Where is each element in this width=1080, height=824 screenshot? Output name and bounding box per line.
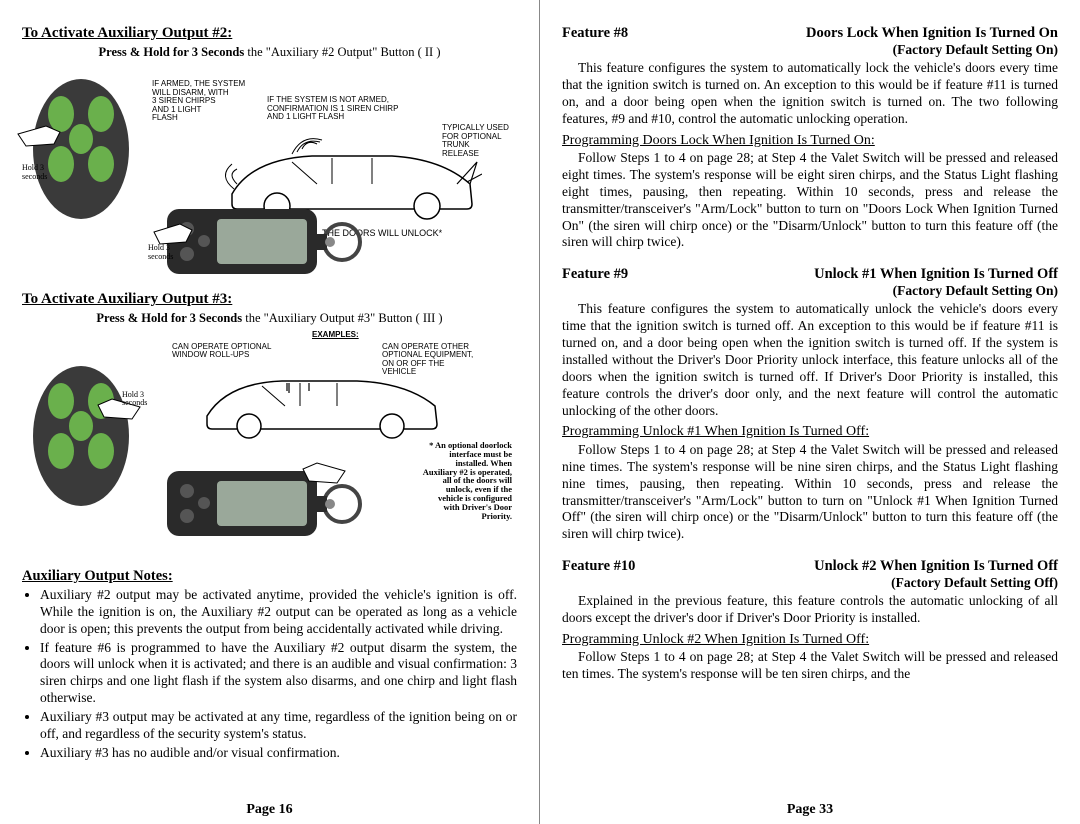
- feature-num: Feature #8: [562, 24, 628, 42]
- feature8-body: This feature configures the system to au…: [562, 60, 1058, 128]
- feature10-factory: (Factory Default Setting Off): [562, 575, 1058, 592]
- manual-spread: To Activate Auxiliary Output #2: Press &…: [0, 0, 1080, 824]
- feature-num: Feature #10: [562, 557, 635, 575]
- aux3-instruction: Press & Hold for 3 Seconds the "Auxiliar…: [22, 311, 517, 327]
- feature10-prog-body: Follow Steps 1 to 4 on page 28; at Step …: [562, 649, 1058, 683]
- oval-remote-icon-b: [26, 361, 136, 511]
- notarmed-label: IF THE SYSTEM IS NOT ARMED,CONFIRMATION …: [267, 96, 398, 121]
- feature-title: Doors Lock When Ignition Is Turned On: [806, 24, 1058, 42]
- aux2-instruction: Press & Hold for 3 Seconds the "Auxiliar…: [22, 45, 517, 61]
- feature8-prog-body: Follow Steps 1 to 4 on page 28; at Step …: [562, 150, 1058, 251]
- note-item: Auxiliary #3 has no audible and/or visua…: [40, 745, 517, 762]
- page-left: To Activate Auxiliary Output #2: Press &…: [0, 0, 540, 824]
- notes-list: Auxiliary #2 output may be activated any…: [22, 587, 517, 762]
- aux2-diagram: Hold 3seconds IF ARMED, THE SYST: [22, 64, 517, 284]
- page-number-left: Page 16: [0, 801, 539, 819]
- feature-title: Unlock #2 When Ignition Is Turned Off: [814, 557, 1058, 575]
- feature-num: Feature #9: [562, 265, 628, 283]
- page-right: Feature #8 Doors Lock When Ignition Is T…: [540, 0, 1080, 824]
- note-item: Auxiliary #3 output may be activated at …: [40, 709, 517, 743]
- aux2-title: To Activate Auxiliary Output #2:: [22, 24, 517, 43]
- hold3-label: Hold 3seconds: [22, 164, 47, 181]
- aux3-title: To Activate Auxiliary Output #3:: [22, 290, 517, 309]
- hold3b-label: Hold 3seconds: [148, 244, 173, 261]
- feature9-header: Feature #9 Unlock #1 When Ignition Is Tu…: [562, 265, 1058, 283]
- other-label: CAN OPERATE OTHEROPTIONAL EQUIPMENT,ON O…: [382, 343, 473, 377]
- hold3c-label: Hold 3seconds: [122, 391, 147, 408]
- examples-label: EXAMPLES:: [312, 331, 359, 339]
- rollups-label: CAN OPERATE OPTIONALWINDOW ROLL-UPS: [172, 343, 271, 360]
- feature10-prog-title: Programming Unlock #2 When Ignition Is T…: [562, 631, 1058, 649]
- feature9-factory: (Factory Default Setting On): [562, 283, 1058, 300]
- feature8-header: Feature #8 Doors Lock When Ignition Is T…: [562, 24, 1058, 42]
- feature9-prog-title: Programming Unlock #1 When Ignition Is T…: [562, 423, 1058, 441]
- feature9-body: This feature configures the system to au…: [562, 301, 1058, 419]
- notes-title: Auxiliary Output Notes:: [22, 567, 517, 585]
- page-number-right: Page 33: [540, 801, 1080, 819]
- feature8-prog-title: Programming Doors Lock When Ignition Is …: [562, 132, 1058, 150]
- aux3-diagram: EXAMPLES: Hold 3seconds: [22, 331, 517, 561]
- feature-title: Unlock #1 When Ignition Is Turned Off: [814, 265, 1058, 283]
- feature10-body: Explained in the previous feature, this …: [562, 593, 1058, 627]
- armed-label: IF ARMED, THE SYSTEMWILL DISARM, WITH3 S…: [152, 80, 245, 122]
- hand-icon-d: [297, 451, 347, 493]
- footnote-label: * An optional doorlockinterface must bei…: [402, 441, 512, 521]
- note-item: If feature #6 is programmed to have the …: [40, 640, 517, 708]
- feature8-factory: (Factory Default Setting On): [562, 42, 1058, 59]
- feature10-header: Feature #10 Unlock #2 When Ignition Is T…: [562, 557, 1058, 575]
- note-item: Auxiliary #2 output may be activated any…: [40, 587, 517, 638]
- hand-icon: [16, 114, 66, 156]
- typical-label: TYPICALLY USEDFOR OPTIONALTRUNKRELEASE: [442, 124, 509, 158]
- feature9-prog-body: Follow Steps 1 to 4 on page 28; at Step …: [562, 442, 1058, 543]
